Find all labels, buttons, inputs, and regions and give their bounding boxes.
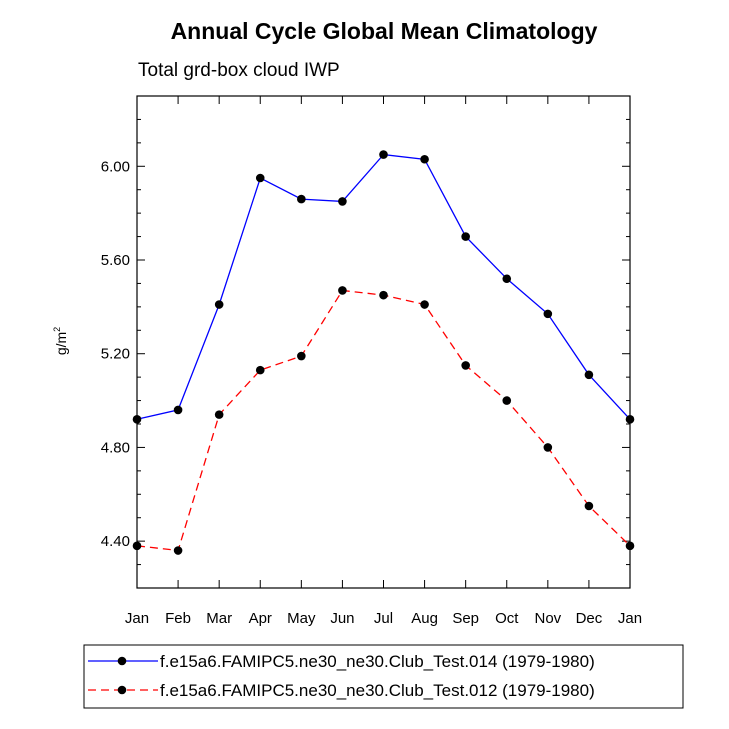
data-point [502, 396, 512, 405]
x-tick-label: Sep [452, 610, 479, 627]
y-tick-label: 5.20 [101, 346, 130, 363]
data-point [461, 232, 470, 241]
data-point [420, 154, 429, 164]
x-tick-label: Apr [249, 610, 272, 627]
data-point [214, 410, 224, 419]
x-tick-label: Jul [374, 610, 393, 627]
data-point [379, 290, 388, 300]
legend-label-2: f.e15a6.FAMIPC5.ne30_ne30.Club_Test.012 … [160, 681, 595, 700]
legend: f.e15a6.FAMIPC5.ne30_ne30.Club_Test.014 … [83, 644, 684, 709]
data-point [543, 443, 553, 452]
data-point [297, 194, 306, 204]
x-tick-label: Jan [618, 610, 642, 627]
y-axis-label: g/m2 [52, 327, 69, 355]
axis-tick-labels: Jan Feb Mar Apr May Jun Jul Aug Sep Oct Nov Dec Jan 4… [101, 158, 642, 627]
y-axis-label-text: g/m [53, 332, 69, 355]
x-tick-label: Oct [495, 610, 519, 627]
svg-text:g/m2: g/m2 [52, 327, 69, 355]
data-point [297, 351, 306, 361]
chart-title: Annual Cycle Global Mean Climatology [171, 18, 598, 44]
y-axis-label-superscript: 2 [52, 327, 62, 332]
legend-marker-1 [117, 656, 127, 666]
data-point [255, 173, 265, 183]
data-point [379, 150, 388, 159]
legend-box [83, 644, 684, 709]
legend-marker-2 [117, 685, 127, 695]
y-tick-label: 6.00 [101, 158, 130, 175]
series-line-2 [136, 289, 631, 552]
x-tick-label: Dec [576, 610, 603, 627]
data-point [584, 370, 594, 380]
data-point [173, 546, 183, 555]
y-tick-label: 4.80 [101, 439, 130, 456]
data-point [543, 309, 553, 319]
series-lines [136, 153, 631, 552]
series-markers [132, 150, 635, 555]
x-tick-label: Nov [534, 610, 561, 627]
y-tick-label: 5.60 [101, 252, 130, 269]
data-point [338, 197, 347, 206]
series-line-1 [136, 153, 631, 420]
x-tick-label: Jan [125, 610, 149, 627]
x-tick-label: May [287, 610, 316, 627]
chart-subtitle: Total grd-box cloud IWP [138, 60, 340, 81]
x-tick-label: Aug [411, 610, 438, 627]
data-point [584, 501, 594, 511]
data-point [502, 274, 512, 284]
data-point [338, 286, 347, 295]
data-point [461, 361, 470, 370]
x-tick-label: Jun [330, 610, 354, 627]
x-tick-label: Feb [165, 610, 191, 627]
data-point [214, 300, 224, 309]
legend-label-1: f.e15a6.FAMIPC5.ne30_ne30.Club_Test.014 … [160, 652, 595, 671]
data-point [173, 405, 183, 415]
axis-ticks [136, 95, 631, 589]
y-tick-label: 4.40 [101, 533, 130, 550]
plot-frame [136, 95, 631, 589]
x-tick-label: Mar [206, 610, 232, 627]
data-point [255, 365, 265, 375]
data-point [420, 300, 429, 309]
